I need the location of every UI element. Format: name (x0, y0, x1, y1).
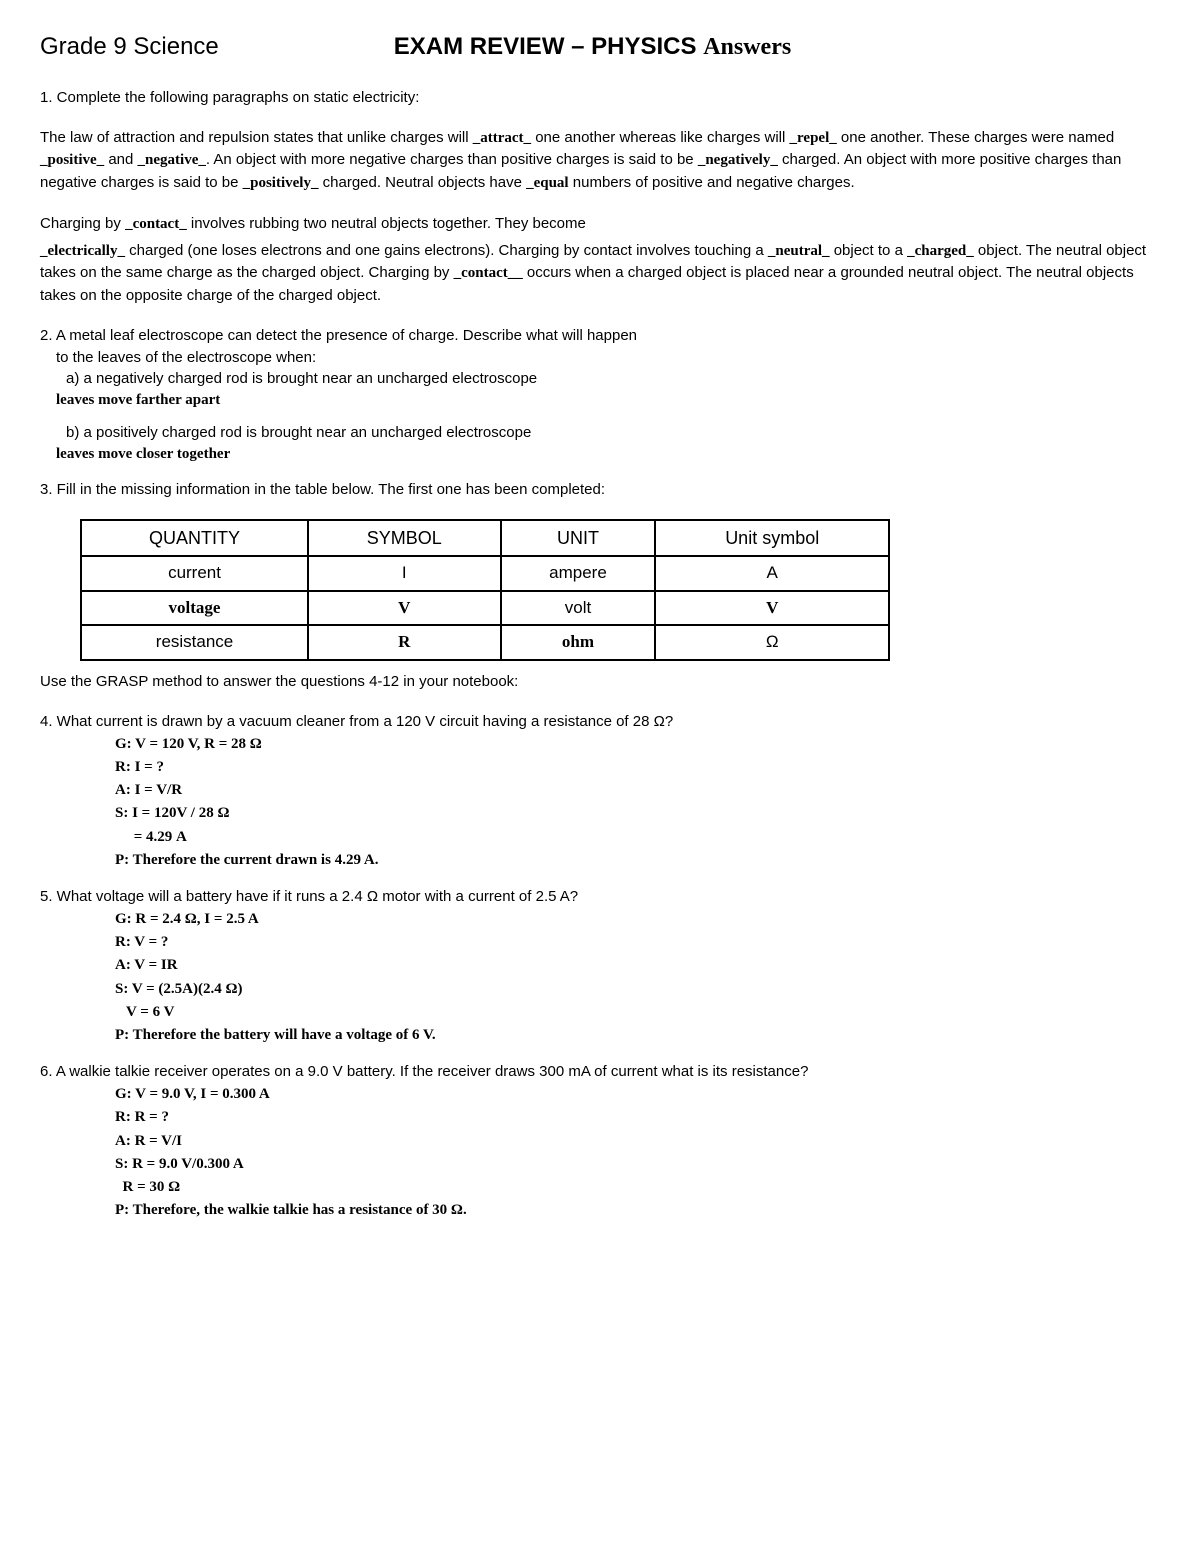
text: charged (one loses electrons and one gai… (125, 242, 768, 259)
cell: I (308, 556, 500, 591)
q1-prompt: 1. Complete the following paragraphs on … (40, 87, 1160, 109)
blank-negatively: _negatively_ (698, 152, 778, 168)
col-symbol: SYMBOL (308, 520, 500, 556)
q5-prompt: 5. What voltage will a battery have if i… (40, 886, 1160, 908)
title-main: EXAM REVIEW – PHYSICS (394, 33, 703, 60)
q2b-answer: leaves move closer together (56, 444, 1160, 466)
text: charged. Neutral objects have (318, 174, 526, 191)
cell: voltage (81, 591, 308, 626)
blank-equal: _equal (526, 175, 569, 191)
table-row: voltage V volt V (81, 591, 889, 626)
q6-prompt: 6. A walkie talkie receiver operates on … (40, 1061, 1160, 1083)
q2b-prompt: b) a positively charged rod is brought n… (66, 422, 1160, 444)
blank-attract: _attract_ (473, 130, 531, 146)
cell: volt (501, 591, 656, 626)
blank-charged: _charged_ (907, 243, 974, 259)
q4-prompt: 4. What current is drawn by a vacuum cle… (40, 711, 1160, 733)
q2-line1: 2. A metal leaf electroscope can detect … (40, 325, 1160, 347)
title-answers: Answers (703, 34, 791, 60)
q4-grasp: G: V = 120 V, R = 28 Ω R: I = ? A: I = V… (115, 733, 1160, 873)
blank-positively: _positively_ (243, 175, 319, 191)
col-unit: UNIT (501, 520, 656, 556)
q5-grasp: G: R = 2.4 Ω, I = 2.5 A R: V = ? A: V = … (115, 908, 1160, 1048)
q4: 4. What current is drawn by a vacuum cle… (40, 711, 1160, 872)
blank-neutral: _neutral_ (768, 243, 830, 259)
text: and (104, 151, 137, 168)
blank-contact: _contact_ (125, 216, 187, 232)
text: involves rubbing two neutral objects tog… (187, 215, 586, 232)
text: . An object with more negative charges t… (206, 151, 698, 168)
cell: ohm (501, 625, 656, 660)
text: numbers of positive and negative charges… (569, 174, 855, 191)
q1-paragraph-2b: _electrically_ charged (one loses electr… (40, 240, 1160, 307)
cell: Ω (655, 625, 889, 660)
table-row: resistance R ohm Ω (81, 625, 889, 660)
cell: current (81, 556, 308, 591)
blank-electrically: _electrically_ (40, 243, 125, 259)
q5: 5. What voltage will a battery have if i… (40, 886, 1160, 1047)
cell: V (308, 591, 500, 626)
cell: ampere (501, 556, 656, 591)
text: Charging by (40, 215, 125, 232)
blank-repel: _repel_ (790, 130, 837, 146)
text: one another. These charges were named (837, 129, 1114, 146)
q6-grasp: G: V = 9.0 V, I = 0.300 A R: R = ? A: R … (115, 1083, 1160, 1223)
q1-paragraph-2a: Charging by _contact_ involves rubbing t… (40, 213, 1160, 236)
col-quantity: QUANTITY (81, 520, 308, 556)
q2-line2: to the leaves of the electroscope when: (56, 347, 1160, 369)
grade-label: Grade 9 Science (40, 30, 219, 65)
col-unit-symbol: Unit symbol (655, 520, 889, 556)
blank-negative: _negative_ (138, 152, 206, 168)
table-row: current I ampere A (81, 556, 889, 591)
q3-prompt: 3. Fill in the missing information in th… (40, 479, 1160, 501)
blank-positive: _positive_ (40, 152, 104, 168)
q2a-answer: leaves move farther apart (56, 390, 1160, 412)
text: object to a (830, 242, 908, 259)
cell: R (308, 625, 500, 660)
q1-paragraph-1: The law of attraction and repulsion stat… (40, 127, 1160, 195)
table-header-row: QUANTITY SYMBOL UNIT Unit symbol (81, 520, 889, 556)
blank-contact2: _contact__ (454, 265, 523, 281)
cell: A (655, 556, 889, 591)
grasp-intro: Use the GRASP method to answer the quest… (40, 671, 1160, 693)
page-title: EXAM REVIEW – PHYSICS Answers (394, 30, 791, 65)
cell: resistance (81, 625, 308, 660)
q6: 6. A walkie talkie receiver operates on … (40, 1061, 1160, 1222)
header: Grade 9 Science EXAM REVIEW – PHYSICS An… (40, 30, 1160, 65)
quantity-table: QUANTITY SYMBOL UNIT Unit symbol current… (80, 519, 890, 661)
text: one another whereas like charges will (531, 129, 789, 146)
q2: 2. A metal leaf electroscope can detect … (40, 325, 1160, 466)
text: The law of attraction and repulsion stat… (40, 129, 473, 146)
cell: V (655, 591, 889, 626)
q2a-prompt: a) a negatively charged rod is brought n… (66, 368, 1160, 390)
